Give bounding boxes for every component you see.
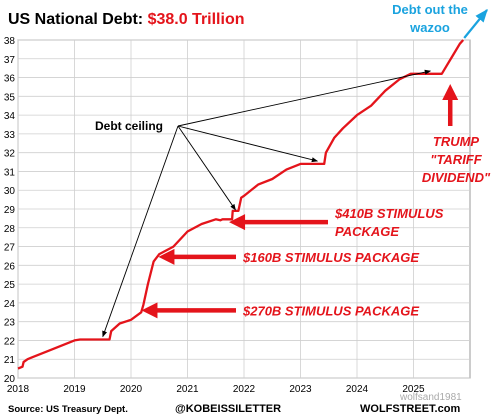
- chart-title: US National Debt: $38.0 Trillion: [8, 11, 245, 28]
- debt-line: [17, 39, 465, 370]
- y-tick-label: 31: [4, 167, 16, 178]
- x-tick-label: 2022: [233, 384, 256, 395]
- annotation-trump-tariff-dividend-line: TRUMP: [433, 134, 480, 149]
- x-tick-label: 2020: [120, 384, 143, 395]
- annotation-stimulus-160b: $160B STIMULUS PACKAGE: [242, 250, 419, 265]
- y-tick-label: 20: [4, 374, 16, 385]
- footer-handle: @KOBEISSILETTER: [175, 403, 281, 415]
- annotation-stimulus-410b-line: $410B STIMULUS: [334, 206, 444, 221]
- x-tick-label: 2018: [7, 384, 30, 395]
- debt-ceiling-arrow: [177, 69, 432, 127]
- arrow-stimulus-270b-head: [141, 302, 158, 319]
- y-tick-label: 36: [4, 74, 16, 85]
- arrow-stimulus-410b-head: [229, 214, 246, 231]
- y-tick-label: 33: [4, 130, 16, 141]
- title-value: $38.0 Trillion: [148, 11, 245, 28]
- y-tick-label: 29: [4, 205, 16, 216]
- y-tick-label: 37: [4, 55, 16, 66]
- y-tick-label: 35: [4, 92, 16, 103]
- debt-ceiling-arrow: [177, 125, 236, 211]
- debt-ceiling-arrow: [177, 125, 319, 163]
- annotation-debt-out-the-wazoo-group: Debt out the wazoo: [392, 2, 468, 35]
- annotation-stimulus-270b: $270B STIMULUS PACKAGE: [242, 303, 419, 318]
- arrow-trump-head: [442, 84, 459, 100]
- annotation-stimulus-410b-group: $410B STIMULUS PACKAGE: [334, 206, 444, 239]
- footer-source: Source: US Treasury Dept.: [8, 404, 128, 415]
- x-tick-label: 2019: [63, 384, 86, 395]
- arrow-wazoo: [463, 8, 488, 39]
- annotation-debt-out-the-wazoo-line: wazoo: [409, 20, 450, 35]
- footer-site: WOLFSTREET.com: [360, 403, 460, 415]
- x-tick-label: 2021: [176, 384, 199, 395]
- arrow-stimulus-160b-head: [158, 248, 175, 265]
- x-tick-label: 2023: [289, 384, 312, 395]
- annotation-trump-tariff-dividend-line: DIVIDEND": [422, 170, 491, 185]
- annotation-trump-tariff-dividend-group: TRUMP "TARIFF DIVIDEND": [422, 134, 491, 185]
- annotation-stimulus-410b-line: PACKAGE: [335, 224, 399, 239]
- y-tick-label: 28: [4, 224, 16, 235]
- y-tick-label: 22: [4, 336, 16, 347]
- y-tick-label: 25: [4, 280, 16, 291]
- title-text: US National Debt:: [8, 11, 148, 28]
- x-tick-label: 2025: [402, 384, 425, 395]
- y-tick-label: 27: [4, 243, 16, 254]
- y-tick-label: 38: [4, 36, 16, 47]
- y-tick-label: 30: [4, 186, 16, 197]
- footer-overlay-text: wolfsand1981: [399, 392, 462, 403]
- x-tick-label: 2024: [346, 384, 369, 395]
- y-tick-label: 32: [4, 149, 16, 160]
- y-tick-label: 23: [4, 318, 16, 329]
- y-tick-label: 24: [4, 299, 16, 310]
- y-tick-label: 26: [4, 261, 16, 272]
- annotation-trump-tariff-dividend-line: "TARIFF: [430, 152, 482, 167]
- debt-ceiling-arrow: [102, 125, 179, 338]
- y-tick-label: 34: [4, 111, 16, 122]
- annotation-debt-ceiling: Debt ceiling: [95, 119, 163, 133]
- y-tick-label: 21: [4, 355, 16, 366]
- annotation-debt-out-the-wazoo-line: Debt out the: [392, 2, 468, 17]
